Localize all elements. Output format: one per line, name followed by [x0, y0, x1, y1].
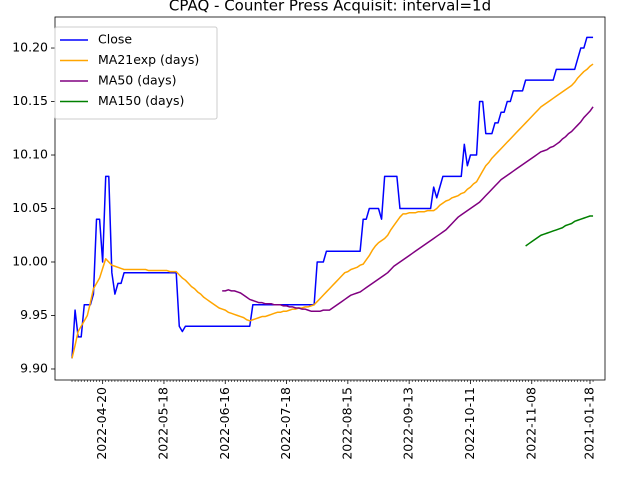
y-tick-label: 10.20	[12, 40, 48, 55]
y-tick-label: 10.10	[12, 147, 48, 162]
line-series	[71, 36, 594, 359]
x-tick-label: 2021-01-18	[581, 387, 596, 460]
chart-title: CPAQ - Counter Press Acquisit: interval=…	[169, 0, 491, 15]
x-tick-label: 2022-08-15	[339, 387, 354, 460]
x-tick-label: 2022-06-16	[217, 387, 232, 460]
x-tick-label: 2022-11-08	[523, 387, 538, 460]
legend-label: MA50 (days)	[98, 73, 176, 88]
y-tick-label: 10.15	[12, 93, 48, 108]
legend-label: MA21exp (days)	[98, 52, 199, 67]
line-series	[525, 215, 594, 247]
line-series	[71, 63, 594, 359]
x-tick-label: 2022-04-20	[94, 387, 109, 460]
x-tick-label: 2022-05-18	[155, 387, 170, 460]
x-tick-label: 2022-07-18	[278, 387, 293, 460]
line-series	[222, 106, 594, 312]
legend-label: Close	[98, 32, 132, 47]
y-tick-label: 9.90	[20, 360, 48, 375]
legend-label: MA150 (days)	[98, 93, 184, 108]
x-tick-label: 2022-10-11	[462, 387, 477, 460]
legend-box	[54, 26, 218, 120]
y-tick-label: 9.95	[20, 307, 48, 322]
y-tick-label: 10.00	[12, 253, 48, 268]
plot-frame	[54, 16, 606, 381]
x-tick-label: 2022-09-13	[401, 387, 416, 460]
y-tick-label: 10.05	[12, 200, 48, 215]
